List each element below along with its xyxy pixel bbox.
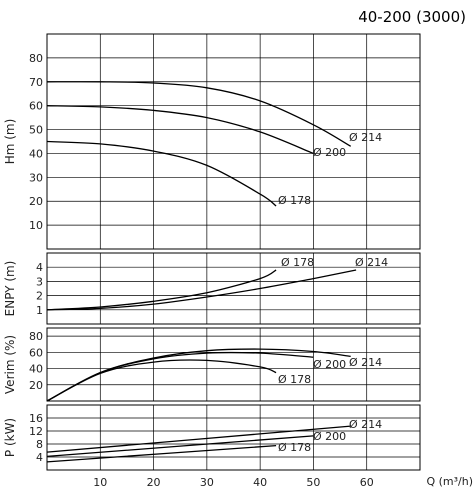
series-label-178: Ø 178 (278, 441, 311, 454)
series-line-178 (46, 140, 277, 207)
y-tick-label: 16 (29, 412, 43, 425)
y-tick-label: 80 (29, 330, 43, 343)
series-line-214 (46, 269, 357, 311)
series-label-178: Ø 178 (278, 194, 311, 207)
y-tick-label: 2 (36, 290, 43, 303)
chart-title: 40-200 (3000) (358, 8, 466, 26)
y-tick-label: 20 (29, 195, 43, 208)
y-axis-label: Hm (m) (3, 119, 17, 165)
y-tick-label: 40 (29, 147, 43, 160)
y-tick-label: 40 (29, 363, 43, 376)
series-line-178 (46, 269, 277, 311)
y-tick-label: 70 (29, 76, 43, 89)
y-tick-label: 50 (29, 124, 43, 137)
y-tick-label: 12 (29, 425, 43, 438)
x-tick-label: 10 (93, 476, 107, 489)
y-tick-label: 30 (29, 171, 43, 184)
y-tick-label: 60 (29, 100, 43, 113)
x-axis-label: Q (m³/h) (426, 475, 473, 488)
y-tick-label: 60 (29, 346, 43, 359)
series-line-178 (46, 444, 277, 463)
series-label-214: Ø 214 (349, 356, 382, 369)
y-tick-label: 10 (29, 219, 43, 232)
series-label-214: Ø 214 (349, 418, 382, 431)
series-line-214 (46, 425, 351, 453)
series-label-200: Ø 200 (313, 146, 346, 159)
y-tick-label: 20 (29, 379, 43, 392)
y-axis-label: ENPY (m) (3, 261, 17, 317)
panel-frame (46, 252, 421, 325)
x-tick-label: 60 (360, 476, 374, 489)
x-tick-label: 50 (306, 476, 320, 489)
panel-frame (46, 404, 421, 471)
series-label-178: Ø 178 (278, 373, 311, 386)
x-tick-label: 40 (253, 476, 267, 489)
y-axis-label: Verim (%) (3, 335, 17, 394)
series-label-214: Ø 214 (355, 256, 388, 269)
y-tick-label: 3 (36, 275, 43, 288)
series-label-200: Ø 200 (313, 430, 346, 443)
series-label-178: Ø 178 (281, 256, 314, 269)
x-tick-label: 30 (200, 476, 214, 489)
y-axis-label: P (kW) (3, 418, 17, 457)
y-tick-label: 4 (36, 261, 43, 274)
series-line-178 (46, 359, 277, 402)
series-line-214 (46, 81, 352, 147)
series-label-214: Ø 214 (349, 131, 382, 144)
series-label-200: Ø 200 (313, 358, 346, 371)
panel-npsh: 12 34 ENPY (m) Ø 178 Ø 214 (3, 252, 421, 325)
panel-frame (46, 327, 421, 402)
x-tick-label: 20 (147, 476, 161, 489)
y-tick-label: 1 (36, 304, 43, 317)
y-tick-label: 8 (36, 438, 43, 451)
y-tick-label: 80 (29, 52, 43, 65)
y-tick-label: 4 (36, 451, 43, 464)
series-line-200 (46, 105, 314, 155)
series-line-200 (46, 435, 314, 458)
